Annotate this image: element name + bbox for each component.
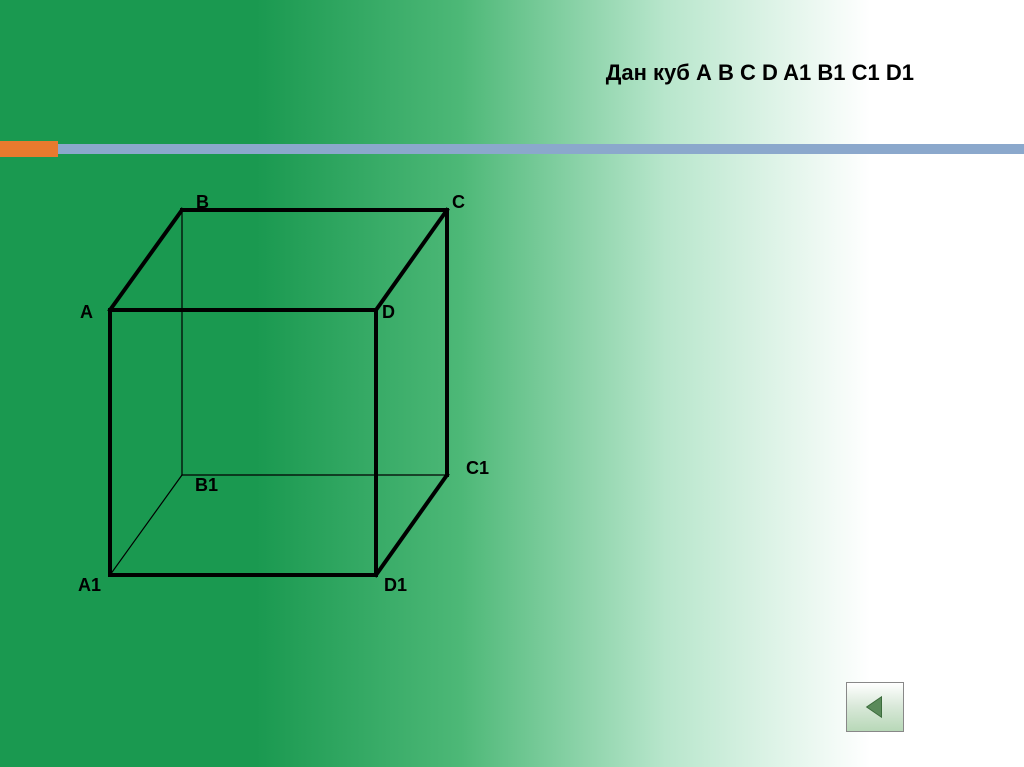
vertex-label-d1: D1 [384, 575, 407, 596]
vertex-label-b: B [196, 192, 209, 213]
vertex-label-c1: C1 [466, 458, 489, 479]
vertex-label-d: D [382, 302, 395, 323]
vertex-label-a1: A1 [78, 575, 101, 596]
arrow-left-icon [861, 693, 889, 721]
slide-title: Дан куб А B C D A1 B1 C1 D1 [606, 60, 914, 86]
back-button[interactable] [846, 682, 904, 732]
bar-blue-segment [58, 144, 1024, 154]
vertex-label-b1: B1 [195, 475, 218, 496]
vertex-label-c: C [452, 192, 465, 213]
bar-orange-segment [0, 141, 58, 157]
divider-bar [0, 140, 1024, 158]
cube-diagram [50, 170, 570, 610]
vertex-label-a: A [80, 302, 93, 323]
